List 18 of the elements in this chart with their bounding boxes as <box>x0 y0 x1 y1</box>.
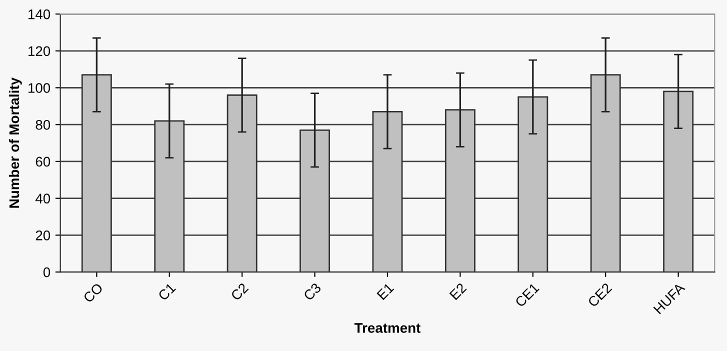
y-axis-title: Number of Mortality <box>8 78 22 208</box>
x-tick-label: CE2 <box>587 282 612 308</box>
x-tick-label: CE1 <box>514 282 540 308</box>
y-tick-label: 140 <box>28 9 50 20</box>
y-tick-label: 20 <box>36 230 50 240</box>
x-tick-label: C3 <box>302 282 322 302</box>
x-tick-label: E2 <box>449 282 467 300</box>
y-tick-label: 60 <box>36 156 50 167</box>
y-tick-label: 120 <box>28 46 50 56</box>
y-tick-label: 0 <box>43 267 50 278</box>
y-tick-label: 100 <box>28 83 50 93</box>
x-tick-label: CO <box>82 282 104 304</box>
x-axis-title: Treatment <box>354 323 421 333</box>
x-tick-label: C2 <box>230 282 249 302</box>
x-tick-label: E1 <box>376 282 394 300</box>
y-tick-label: 80 <box>36 120 50 130</box>
x-tick-label: C1 <box>158 282 176 302</box>
y-tick-label: 40 <box>35 194 50 204</box>
